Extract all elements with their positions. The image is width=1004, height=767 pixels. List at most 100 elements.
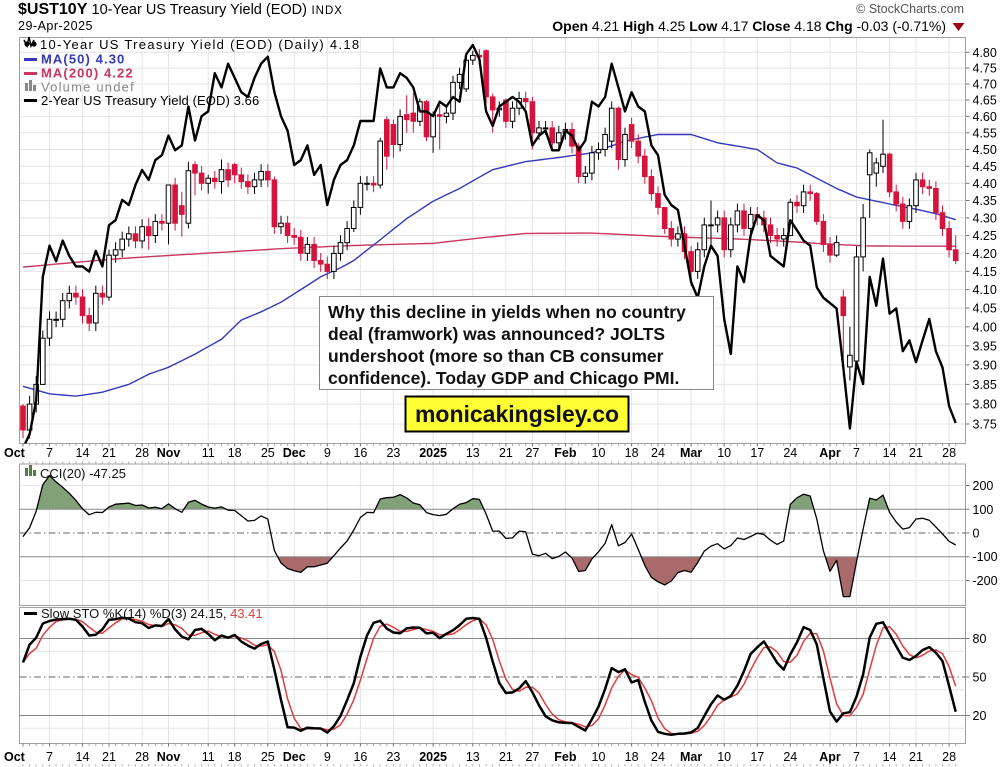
svg-text:4.05: 4.05: [973, 302, 997, 316]
svg-text:Apr: Apr: [819, 750, 841, 764]
svg-text:Dec: Dec: [283, 446, 306, 460]
svg-text:4.50: 4.50: [973, 143, 997, 157]
svg-text:MA(200) 4.22: MA(200) 4.22: [41, 66, 134, 81]
svg-text:deal (framwork) was announced?: deal (framwork) was announced? JOLTS: [328, 324, 665, 344]
svg-text:Oct: Oct: [4, 446, 26, 460]
svg-text:Apr: Apr: [819, 446, 841, 460]
svg-text:17: 17: [750, 446, 764, 460]
svg-text:28: 28: [942, 446, 956, 460]
svg-text:18: 18: [228, 446, 242, 460]
svg-text:Nov: Nov: [157, 446, 181, 460]
svg-text:21: 21: [909, 750, 923, 764]
svg-text:MA(50) 4.30: MA(50) 4.30: [41, 52, 125, 67]
svg-text:Slow STO %K(14) %D(3) 24.15, 4: Slow STO %K(14) %D(3) 24.15, 43.41: [41, 606, 263, 621]
svg-text:18: 18: [625, 750, 639, 764]
svg-text:27: 27: [525, 446, 539, 460]
svg-text:14: 14: [76, 750, 90, 764]
svg-text:9: 9: [324, 446, 331, 460]
svg-text:14: 14: [883, 446, 897, 460]
svg-text:4.65: 4.65: [973, 94, 997, 108]
svg-text:4.80: 4.80: [973, 46, 997, 60]
svg-text:Why this decline in yields whe: Why this decline in yields when no count…: [328, 302, 686, 322]
svg-text:10: 10: [592, 446, 606, 460]
svg-text:2025: 2025: [419, 446, 447, 460]
svg-text:4.00: 4.00: [973, 320, 997, 334]
svg-text:11: 11: [202, 446, 215, 460]
svg-text:21: 21: [102, 446, 116, 460]
svg-text:3.90: 3.90: [973, 358, 997, 372]
svg-text:80: 80: [973, 632, 987, 646]
svg-text:Volume undef: Volume undef: [41, 80, 135, 95]
svg-text:4.10: 4.10: [973, 283, 997, 297]
svg-text:3.75: 3.75: [973, 418, 997, 432]
svg-text:$UST10Y 10-Year US Treasury Yi: $UST10Y 10-Year US Treasury Yield (EOD) …: [18, 1, 343, 18]
svg-text:-200: -200: [973, 574, 998, 588]
svg-text:11: 11: [202, 750, 215, 764]
svg-text:17: 17: [750, 750, 764, 764]
svg-text:7: 7: [46, 446, 53, 460]
svg-text:3.95: 3.95: [973, 339, 997, 353]
svg-text:© StockCharts.com: © StockCharts.com: [856, 2, 964, 16]
svg-text:7: 7: [853, 750, 860, 764]
svg-text:4.20: 4.20: [973, 247, 997, 261]
svg-text:4.55: 4.55: [973, 126, 997, 140]
svg-text:16: 16: [353, 446, 367, 460]
svg-text:14: 14: [883, 750, 897, 764]
svg-text:4.45: 4.45: [973, 160, 997, 174]
svg-text:2025: 2025: [419, 750, 447, 764]
svg-text:21: 21: [102, 750, 116, 764]
svg-text:Mar: Mar: [680, 750, 702, 764]
svg-text:24: 24: [783, 446, 797, 460]
svg-text:21: 21: [499, 750, 513, 764]
svg-text:4.35: 4.35: [973, 194, 997, 208]
svg-text:Nov: Nov: [157, 750, 181, 764]
svg-text:3.80: 3.80: [973, 398, 997, 412]
svg-text:29-Apr-2025: 29-Apr-2025: [18, 19, 93, 33]
svg-text:25: 25: [261, 750, 275, 764]
svg-text:4.30: 4.30: [973, 211, 997, 225]
svg-text:200: 200: [973, 479, 994, 493]
svg-text:10: 10: [717, 750, 731, 764]
svg-text:21: 21: [499, 446, 513, 460]
svg-text:23: 23: [386, 750, 400, 764]
svg-text:27: 27: [525, 750, 539, 764]
svg-text:3.85: 3.85: [973, 378, 997, 392]
svg-text:28: 28: [135, 750, 149, 764]
svg-text:2-Year US Treasury Yield (EOD): 2-Year US Treasury Yield (EOD) 3.66: [41, 93, 259, 108]
svg-text:9: 9: [324, 750, 331, 764]
svg-text:monicakingsley.co: monicakingsley.co: [415, 401, 619, 427]
svg-text:0: 0: [973, 527, 980, 541]
svg-text:10: 10: [717, 446, 731, 460]
svg-text:16: 16: [353, 750, 367, 764]
svg-text:14: 14: [76, 446, 90, 460]
svg-text:Oct: Oct: [4, 750, 26, 764]
svg-text:24: 24: [651, 446, 665, 460]
svg-text:28: 28: [942, 750, 956, 764]
svg-text:4.60: 4.60: [973, 110, 997, 124]
svg-text:23: 23: [386, 446, 400, 460]
svg-text:21: 21: [909, 446, 923, 460]
svg-text:7: 7: [46, 750, 53, 764]
svg-text:undershoot (more so than CB co: undershoot (more so than CB consumer: [328, 346, 664, 366]
svg-text:50: 50: [973, 671, 987, 685]
svg-text:4.40: 4.40: [973, 177, 997, 191]
svg-text:CCI(20) -47.25: CCI(20) -47.25: [40, 466, 126, 481]
svg-text:24: 24: [651, 750, 665, 764]
svg-text:Open 4.21 High 4.25 Low 4.17 C: Open 4.21 High 4.25 Low 4.17 Close 4.18 …: [552, 18, 946, 34]
svg-text:13: 13: [466, 446, 480, 460]
svg-text:10-Year US Treasury Yield (EOD: 10-Year US Treasury Yield (EOD) (Daily) …: [40, 37, 360, 52]
svg-text:4.70: 4.70: [973, 78, 997, 92]
svg-text:20: 20: [973, 709, 987, 723]
svg-text:18: 18: [228, 750, 242, 764]
svg-text:100: 100: [973, 503, 994, 517]
svg-text:13: 13: [466, 750, 480, 764]
svg-text:18: 18: [625, 446, 639, 460]
svg-text:confidence). Today GDP and Chi: confidence). Today GDP and Chicago PMI.: [328, 368, 679, 388]
svg-text:24: 24: [783, 750, 797, 764]
svg-text:Feb: Feb: [554, 446, 577, 460]
svg-text:4.25: 4.25: [973, 229, 997, 243]
svg-text:4.75: 4.75: [973, 62, 997, 76]
svg-text:25: 25: [261, 446, 275, 460]
svg-text:-100: -100: [973, 550, 998, 564]
svg-text:4.15: 4.15: [973, 265, 997, 279]
